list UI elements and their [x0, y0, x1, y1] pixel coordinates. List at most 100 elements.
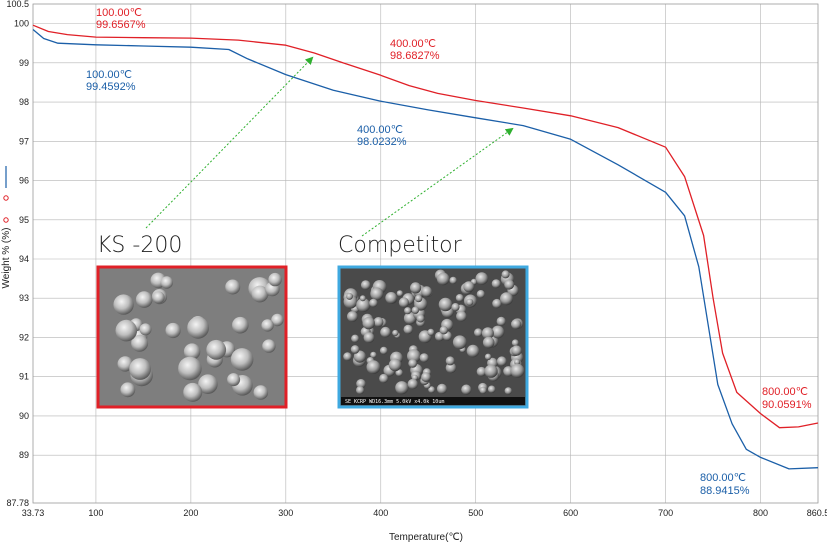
- sem-particle: [373, 317, 384, 327]
- sem-particle: [466, 298, 474, 306]
- sem-particle: [491, 279, 501, 289]
- sem-particle: [165, 322, 181, 339]
- sem-particle: [436, 383, 448, 394]
- sem-particle: [198, 374, 218, 395]
- sem-particle: [117, 356, 133, 372]
- sem-particle: [416, 314, 425, 323]
- sem-particle: [115, 319, 138, 342]
- x-tick-label: 860.5: [807, 508, 827, 518]
- sem-particle: [183, 343, 201, 360]
- sem-particle: [451, 303, 460, 312]
- sem-particle: [379, 346, 388, 355]
- anno-red-800-temp: 800.00℃: [762, 386, 808, 398]
- data-series: [32, 24, 819, 470]
- sem-particle: [452, 335, 467, 350]
- sem-spheres-large: [113, 272, 284, 402]
- sem-particle: [360, 280, 371, 290]
- legend-markers: [3, 166, 9, 223]
- anno-red-400-value: 98.6827%: [390, 50, 440, 62]
- x-tick-label: 33.73: [22, 508, 45, 518]
- sem-particle: [343, 352, 352, 361]
- anno-blue-400-temp: 400.00℃: [357, 124, 403, 136]
- sem-particle: [404, 307, 412, 315]
- inset-ks200: KS -200: [96, 233, 288, 409]
- sem-particle: [363, 332, 375, 343]
- y-tick-label: 97: [19, 136, 29, 146]
- anno-red-100-value: 99.6567%: [96, 19, 146, 31]
- sem-particle: [438, 297, 453, 312]
- sem-particle: [514, 359, 521, 366]
- sem-particle: [261, 319, 274, 332]
- sem-particle: [411, 306, 420, 314]
- sem-particle: [113, 294, 134, 315]
- sem-particle: [484, 364, 498, 378]
- sem-particle: [178, 356, 202, 381]
- x-tick-label: 300: [278, 508, 293, 518]
- sem-particle: [492, 298, 502, 309]
- sem-spheres-small: [343, 269, 525, 395]
- series-line-1: [32, 29, 819, 470]
- anno-red-100-temp: 100.00℃: [96, 7, 142, 19]
- x-tick-label: 200: [183, 508, 198, 518]
- sem-particle: [427, 328, 435, 336]
- sem-particle: [403, 324, 413, 335]
- sem-particle: [268, 272, 282, 287]
- arrow-ks200: [145, 56, 314, 229]
- y-axis-title: Weight % (%): [1, 228, 12, 289]
- sem-particle: [456, 311, 467, 322]
- sem-particle: [253, 385, 269, 400]
- sem-particle: [370, 287, 384, 301]
- sem-scale-bar: [341, 397, 525, 405]
- sem-particle: [398, 297, 409, 308]
- y-tick-label: 91: [19, 372, 29, 382]
- sem-particle: [410, 282, 422, 294]
- y-tick-label: 89: [19, 450, 29, 460]
- sem-particle: [362, 316, 375, 330]
- sem-particle: [395, 381, 409, 395]
- sem-particle: [510, 363, 525, 378]
- sem-particle: [356, 386, 365, 395]
- sem-particle: [346, 292, 353, 300]
- sem-particle: [484, 353, 492, 360]
- anno-blue-400-value: 98.0232%: [357, 136, 407, 148]
- sem-particle: [183, 382, 203, 402]
- anno-red-400-temp: 400.00℃: [390, 38, 436, 50]
- anno-red-800-value: 90.0591%: [762, 399, 812, 411]
- inset-ks200-title: KS -200: [97, 233, 182, 258]
- sem-particle: [421, 286, 432, 298]
- sem-particle: [511, 345, 522, 356]
- axes: [32, 3, 819, 504]
- sem-particle: [370, 351, 377, 359]
- sem-particle: [262, 339, 276, 353]
- sem-particle: [356, 298, 371, 313]
- x-tick-labels: 33.73 100 200 300 400 500 600 700 800 860.5: [22, 508, 827, 518]
- sem-particle: [445, 362, 457, 374]
- x-tick-label: 500: [468, 508, 483, 518]
- sem-particle: [160, 276, 173, 289]
- sem-particle: [504, 279, 515, 290]
- x-tick-label: 400: [373, 508, 388, 518]
- sem-particle: [120, 382, 136, 398]
- pointer-arrows: [145, 56, 514, 237]
- anno-blue-800-value: 88.9415%: [700, 485, 750, 497]
- anno-blue-100-value: 99.4592%: [86, 81, 136, 93]
- sem-particle: [428, 386, 435, 394]
- x-tick-label: 700: [658, 508, 673, 518]
- sem-particle: [379, 373, 389, 384]
- x-tick-label: 100: [88, 508, 103, 518]
- sem-particle: [476, 366, 487, 377]
- sem-particle: [439, 326, 448, 335]
- sem-particle: [481, 327, 494, 340]
- sem-particle: [500, 292, 513, 306]
- y-tick-label: 99: [19, 58, 29, 68]
- sem-particle: [139, 323, 152, 336]
- sem-particle: [396, 290, 404, 297]
- inset-competitor-title: Competitor: [338, 233, 463, 258]
- sem-particle: [501, 270, 510, 279]
- sem-particle: [271, 313, 284, 327]
- x-tick-label: 600: [563, 508, 578, 518]
- sem-particle: [347, 311, 358, 322]
- sem-particle: [135, 291, 153, 308]
- sem-particle: [434, 331, 445, 342]
